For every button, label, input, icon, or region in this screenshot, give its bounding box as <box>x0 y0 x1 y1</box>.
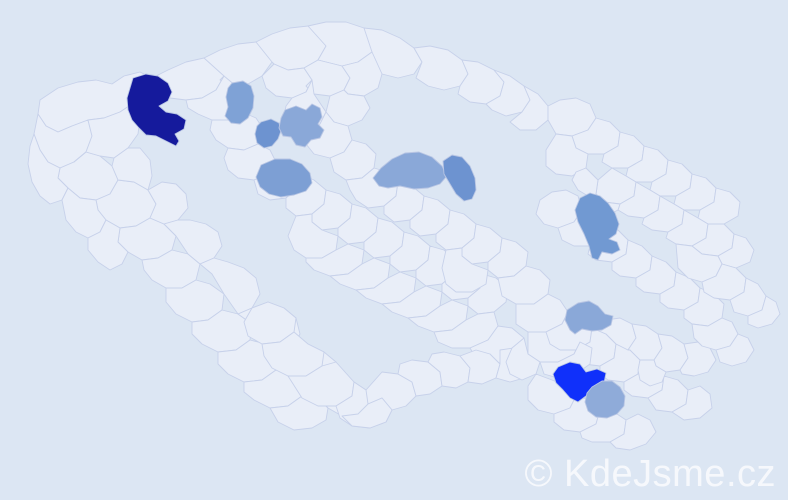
highlight-regions-layer <box>126 73 626 419</box>
region-base[interactable] <box>407 299 469 333</box>
region-base[interactable] <box>341 51 383 97</box>
region-base[interactable] <box>269 395 329 431</box>
region-base[interactable] <box>355 271 417 305</box>
region-base[interactable] <box>509 85 549 131</box>
region-base[interactable] <box>163 219 223 265</box>
district-south-moravia-medium[interactable] <box>584 380 626 419</box>
region-base[interactable] <box>679 341 717 377</box>
region-base[interactable] <box>747 295 781 329</box>
district-east-bohemia-west[interactable] <box>372 151 448 190</box>
region-base[interactable] <box>199 257 261 315</box>
region-base[interactable] <box>413 45 469 91</box>
region-base[interactable] <box>203 41 273 87</box>
district-northwest-navy[interactable] <box>126 73 187 147</box>
region-base[interactable] <box>147 181 189 225</box>
district-north-central-west[interactable] <box>254 118 282 149</box>
region-base[interactable] <box>341 397 393 429</box>
region-base[interactable] <box>497 265 551 305</box>
region-base[interactable] <box>715 333 755 367</box>
region-base[interactable] <box>487 237 529 279</box>
region-base[interactable] <box>111 147 153 191</box>
district-north-liberec[interactable] <box>224 80 255 125</box>
region-base[interactable] <box>329 257 391 291</box>
region-base[interactable] <box>637 359 667 387</box>
region-base[interactable] <box>441 247 489 293</box>
district-north-central-east[interactable] <box>278 103 325 148</box>
district-north-moravia[interactable] <box>574 192 621 261</box>
district-east-moravia[interactable] <box>564 300 614 335</box>
region-base[interactable] <box>571 167 599 197</box>
region-base[interactable] <box>609 413 657 451</box>
region-base[interactable] <box>381 285 443 319</box>
region-base[interactable] <box>87 219 129 271</box>
district-central-bohemia[interactable] <box>255 158 313 198</box>
region-base[interactable] <box>329 139 377 181</box>
region-base[interactable] <box>485 69 531 117</box>
region-base[interactable] <box>505 337 541 381</box>
region-base[interactable] <box>671 385 713 421</box>
district-east-bohemia-east[interactable] <box>442 154 477 202</box>
